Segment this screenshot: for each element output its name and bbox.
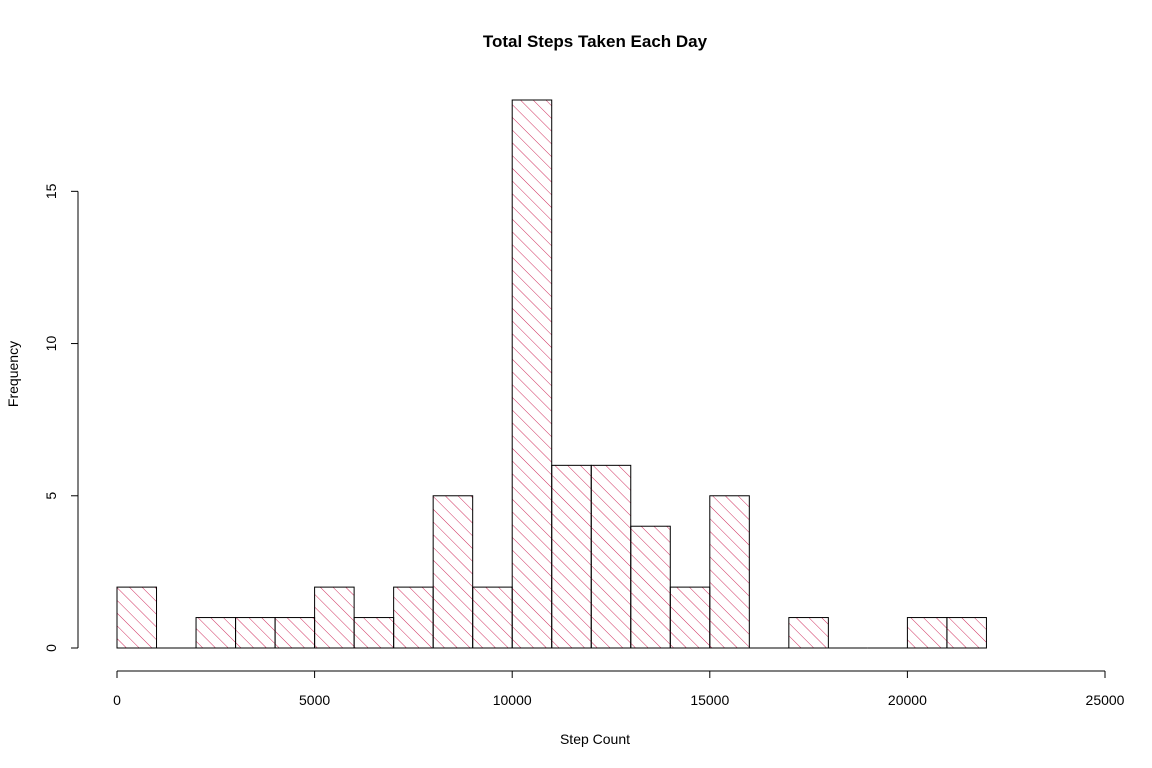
bar-hatch-fill: [670, 587, 710, 648]
bar-hatch-fill: [433, 495, 473, 648]
x-axis-ticks: 0 5000 10000 15000 20000 25000: [113, 671, 1125, 708]
x-tick-label: 20000: [888, 692, 927, 708]
x-tick-label: 15000: [690, 692, 729, 708]
histogram-bar: [630, 525, 671, 649]
bar-hatch-fill: [393, 587, 434, 648]
bar-hatch-fill: [314, 587, 355, 648]
bar-outline: [709, 495, 750, 649]
histogram-bar: [709, 495, 750, 649]
bar-hatch-fill: [235, 617, 276, 648]
x-tick-label: 5000: [299, 692, 330, 708]
histogram-bar: [353, 617, 395, 649]
histogram-bar: [393, 586, 434, 649]
bar-outline: [432, 495, 474, 649]
bar-hatch-fill: [591, 465, 631, 648]
bar-hatch-fill: [472, 587, 513, 648]
histogram-bar: [116, 586, 158, 649]
histogram-bar: [590, 464, 632, 649]
y-axis-ticks: 0 5 10 15: [43, 183, 78, 652]
bar-hatch-fill: [354, 617, 394, 648]
bar-outline: [946, 617, 987, 649]
histogram-bar: [472, 586, 513, 649]
y-tick-label: 15: [43, 183, 59, 199]
bar-hatch-fill: [788, 617, 829, 648]
bar-hatch-fill: [551, 465, 592, 648]
y-tick-label: 10: [43, 336, 59, 352]
x-tick-label: 10000: [493, 692, 532, 708]
x-axis-label: Step Count: [560, 731, 630, 747]
x-tick-label: 0: [113, 692, 121, 708]
y-tick-label: 0: [43, 644, 59, 652]
histogram-bar: [195, 617, 237, 649]
histogram-bar: [669, 586, 711, 649]
x-tick-label: 25000: [1086, 692, 1125, 708]
histogram-bar: [788, 617, 829, 649]
bars-group: [116, 99, 987, 649]
bar-hatch-fill: [907, 617, 947, 648]
histogram-bar: [946, 617, 987, 649]
histogram-bar: [511, 99, 553, 649]
bar-outline: [511, 99, 553, 649]
bar-hatch-fill: [117, 587, 157, 648]
bar-outline: [116, 586, 158, 649]
bar-hatch-fill: [946, 617, 987, 648]
histogram-bar: [906, 617, 948, 649]
histogram-bar: [274, 617, 316, 649]
y-axis-label: Frequency: [5, 341, 21, 407]
bar-hatch-fill: [709, 495, 750, 648]
bar-hatch-fill: [196, 617, 236, 648]
bar-outline: [788, 617, 829, 649]
bar-hatch-fill: [630, 526, 671, 648]
chart-title: Total Steps Taken Each Day: [483, 32, 708, 51]
histogram-bar: [432, 495, 474, 649]
histogram-bar: [235, 617, 276, 649]
histogram-bar: [314, 586, 355, 649]
y-tick-label: 5: [43, 492, 59, 500]
histogram-bar: [551, 464, 592, 649]
bar-hatch-fill: [512, 100, 552, 648]
bar-hatch-fill: [275, 617, 315, 648]
